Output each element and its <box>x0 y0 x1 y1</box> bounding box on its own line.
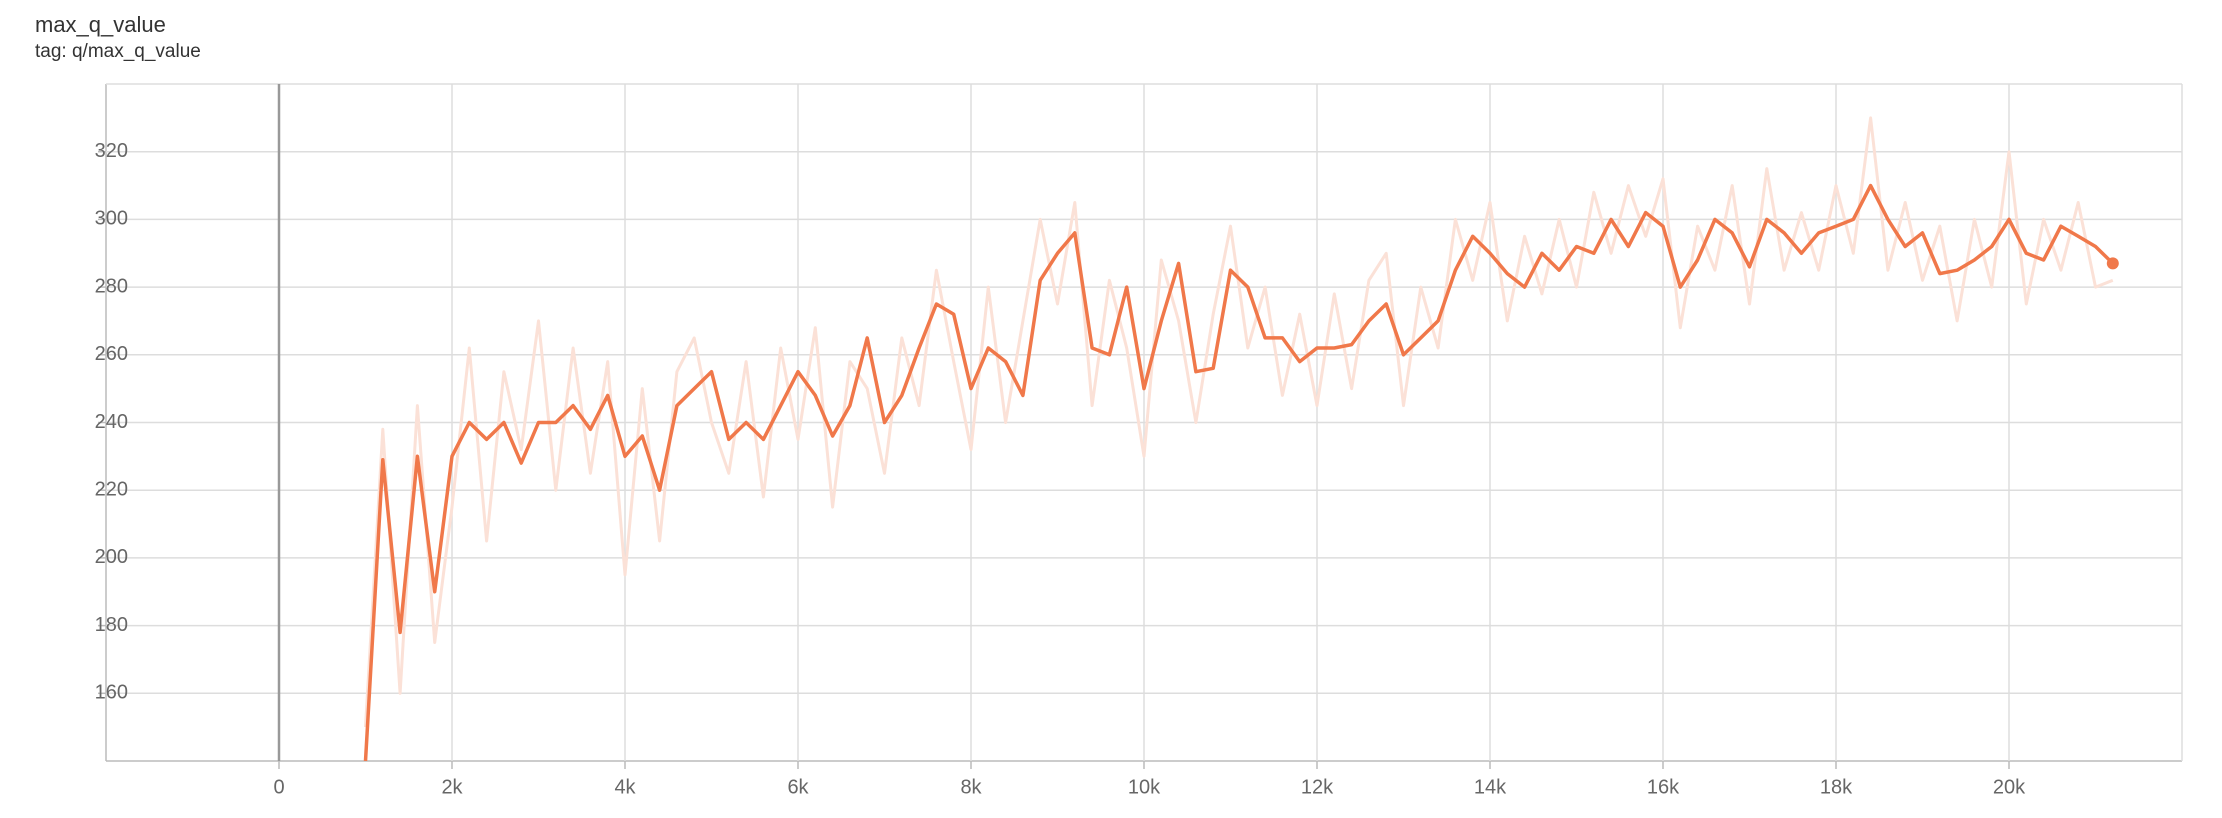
x-tick-label: 10k <box>1128 776 1161 798</box>
chart-subtitle: tag: q/max_q_value <box>35 41 201 62</box>
x-tick-label: 2k <box>441 776 463 798</box>
y-tick-label: 240 <box>95 411 128 433</box>
end-point <box>2106 257 2119 270</box>
x-tick-label: 4k <box>614 776 636 798</box>
x-tick-label: 18k <box>1820 776 1853 798</box>
x-tick-label: 16k <box>1647 776 1680 798</box>
x-tick-label: 8k <box>960 776 982 798</box>
x-tick-label: 6k <box>787 776 809 798</box>
x-tick-label: 0 <box>273 776 284 798</box>
y-tick-label: 280 <box>95 275 128 297</box>
y-tick-label: 200 <box>95 546 128 568</box>
y-tick-label: 220 <box>95 478 128 500</box>
y-tick-label: 300 <box>95 208 128 230</box>
x-tick-label: 14k <box>1474 776 1507 798</box>
y-tick-label: 160 <box>95 682 128 704</box>
y-tick-label: 180 <box>95 614 128 636</box>
y-tick-label: 260 <box>95 343 128 365</box>
series-line <box>363 183 2115 761</box>
chart-title: max_q_value <box>35 12 166 37</box>
series-line <box>364 116 2114 728</box>
y-tick-label: 320 <box>95 140 128 162</box>
x-tick-label: 12k <box>1301 776 1334 798</box>
x-tick-label: 20k <box>1993 776 2026 798</box>
